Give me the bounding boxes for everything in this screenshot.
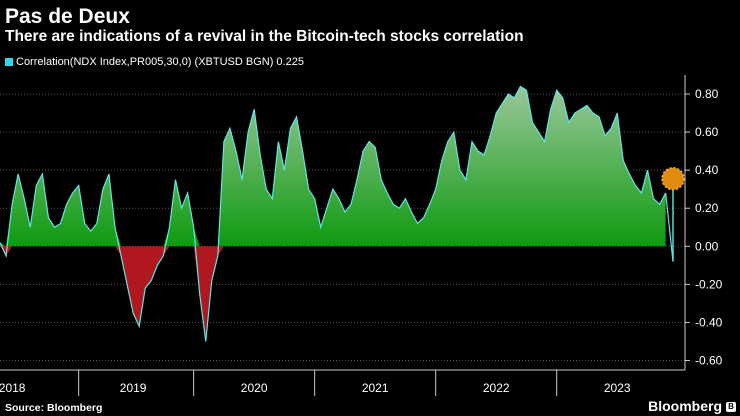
recent-dip-line	[665, 192, 674, 262]
last-value-marker	[661, 166, 685, 191]
area-series	[0, 85, 674, 342]
brand-badge-icon: B	[726, 402, 736, 412]
y-tick-label: 0.20	[695, 201, 719, 215]
y-tick-label: -0.20	[695, 277, 723, 291]
y-axis: 0.80 0.60 0.40 0.20 0.00 -0.20 -0.40 -0.60	[684, 75, 723, 370]
chart-subtitle: There are indications of a revival in th…	[5, 28, 524, 45]
correlation-line	[0, 85, 667, 342]
x-tick-label: 2022	[483, 381, 510, 395]
x-axis: 2018 2019 2020 2021 2022 2023	[0, 369, 685, 396]
x-tick-label: 2023	[604, 381, 631, 395]
y-tick-label: 0.60	[695, 125, 719, 139]
x-tick-label: 2018	[0, 381, 26, 395]
legend: Correlation(NDX Index,PR005,30,0) (XBTUS…	[5, 55, 304, 69]
y-tick-label: -0.40	[695, 315, 723, 329]
y-tick-label: 0.00	[695, 239, 719, 253]
y-tick-label: 0.80	[695, 87, 719, 101]
bloomberg-logo: Bloomberg	[648, 398, 722, 414]
last-value-dot	[661, 166, 685, 191]
positive-area	[0, 86, 666, 247]
source-note: Source: Bloomberg	[5, 402, 103, 414]
x-tick-label: 2020	[241, 381, 268, 395]
y-tick-label: -0.60	[695, 353, 723, 367]
negative-area	[0, 246, 666, 342]
x-tick-label: 2019	[120, 381, 147, 395]
x-tick-label: 2021	[362, 381, 389, 395]
chart-title: Pas de Deux	[5, 5, 130, 28]
y-tick-label: 0.40	[695, 163, 719, 177]
legend-swatch	[5, 58, 13, 66]
legend-label: Correlation(NDX Index,PR005,30,0) (XBTUS…	[16, 56, 304, 68]
